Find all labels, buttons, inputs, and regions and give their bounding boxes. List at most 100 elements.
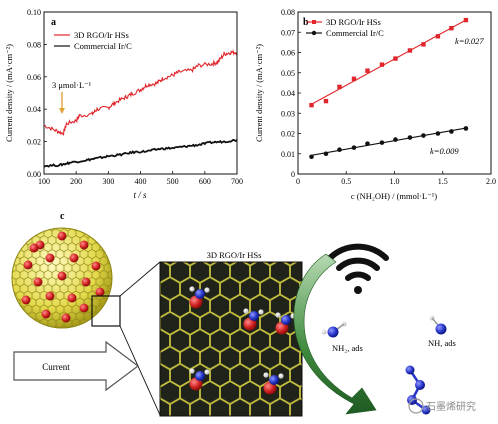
y-tick-label: 0.00 [27, 170, 41, 179]
ir-particle [33, 277, 43, 287]
y-tick-label: 0.02 [281, 130, 295, 139]
y-tick-label: 0.02 [27, 138, 41, 147]
y-tick-label: 0.06 [281, 49, 295, 58]
slope-label-rgo: k=0.027 [455, 36, 484, 46]
ir-particle [69, 253, 79, 263]
ir-particle [41, 309, 51, 319]
series-ir-c-point [435, 131, 441, 136]
x-tick-label: 1.0 [390, 177, 400, 186]
panel-b-series [309, 17, 469, 160]
zoom-line-bottom [119, 325, 161, 416]
ir-particle [57, 231, 67, 241]
x-tick-label: 100 [38, 177, 50, 186]
y-tick-label: 0.08 [27, 40, 41, 49]
y-tick-label: 0.06 [27, 73, 41, 82]
nh-molecule [429, 315, 447, 335]
series-rgo-ir-point [323, 98, 329, 104]
series-rgo-ir-point [407, 48, 413, 53]
series-rgo-ir-point [365, 68, 370, 73]
series-rgo-ir-point [435, 34, 441, 39]
adsorbed-nh-molecule [189, 286, 210, 309]
panel-a-chart: 100 200 300 400 500 600 700 0.00 0.02 0.04 0.06 0.0… [4, 8, 243, 200]
wechat-icon [408, 398, 424, 414]
panel-b-chart: 0 0.5 1.0 1.5 2.0 0 0.01 0.02 0.03 0.04 0.05 0.06 0.… [254, 8, 496, 201]
ir-particle [79, 303, 89, 313]
nh-label: NH, ads [428, 338, 456, 348]
wifi-icon [327, 243, 389, 294]
series-rgo-ir-point [449, 26, 454, 31]
ir-particle [61, 313, 71, 323]
panel-a-series [44, 49, 237, 168]
ir-particle [95, 287, 105, 297]
x-tick-label: 2.0 [486, 177, 496, 186]
series-ir-c-point [407, 135, 413, 140]
series-rgo-ir-point [309, 102, 314, 108]
series-ir-c-fit-line [311, 127, 467, 156]
x-tick-label: 500 [167, 177, 179, 186]
zoom-line-top [119, 261, 161, 297]
reaction-arrow [293, 253, 377, 415]
panel-c-schematic: c Current 3D RGO/Ir HSs [11, 211, 476, 417]
ir-particle [45, 291, 55, 301]
y-tick-label: 0.07 [281, 28, 295, 37]
ir-nanoparticles [21, 231, 105, 323]
x-tick-label: 700 [231, 177, 243, 186]
panel-a-frame [43, 11, 238, 175]
adsorbed-nh-molecule [263, 372, 284, 395]
series-rgo-ir-point [393, 56, 398, 61]
nh2-molecule [321, 321, 347, 338]
x-tick-label: 0.5 [341, 177, 351, 186]
panel-a-ticks: 100 200 300 400 500 600 700 0.00 0.02 0.04 0.06 0.0… [27, 8, 243, 186]
panel-a-xlabel: t / s [133, 190, 147, 200]
series-ir-c-point [309, 154, 314, 160]
ir-particle [91, 261, 101, 271]
y-tick-label: 0.01 [281, 150, 295, 159]
series-ir-c-point [351, 145, 357, 150]
y-tick-label: 0.05 [281, 69, 295, 78]
ir-particle [67, 293, 77, 303]
ir-particle [23, 260, 33, 270]
ir-particle [21, 295, 31, 305]
panel-c-label: c [60, 211, 65, 222]
watermark-text: 石墨烯研究 [426, 400, 476, 413]
current-label: Current [42, 362, 70, 372]
panel-b-ylabel: Current density / (mA·cm⁻²) [254, 44, 264, 142]
annotation-concentration: 3 μmol·L⁻¹ [52, 80, 92, 90]
adsorbed-molecules [189, 286, 296, 395]
legend-label-rgo: 3D RGO/Ir HSs [74, 30, 129, 40]
current-arrow: Current [13, 340, 139, 392]
watermark: 石墨烯研究 [408, 398, 476, 414]
y-tick-label: 0.08 [281, 8, 295, 17]
adsorbed-nh-molecule [189, 368, 210, 391]
series-ir-c-line [44, 138, 237, 168]
y-tick-label: 0 [291, 170, 295, 179]
x-tick-label: 400 [135, 177, 147, 186]
ir-particle [45, 253, 55, 263]
series-ir-c-point [323, 151, 329, 157]
slope-label-irc: k=0.009 [430, 146, 459, 156]
legend-label-irc: Commercial Ir/C [74, 41, 132, 51]
x-tick-label: 0 [296, 177, 300, 186]
series-ir-c-point [337, 147, 342, 152]
panel-b-legend: 3D RGO/Ir HSs Commercial Ir/C [306, 17, 384, 38]
ir-particle [29, 243, 39, 253]
x-tick-label: 1.5 [438, 177, 448, 186]
x-tick-label: 600 [199, 177, 211, 186]
panel-b-ticks: 0 0.5 1.0 1.5 2.0 0 0.01 0.02 0.03 0.04 0.05 0.06 0.… [281, 8, 496, 186]
series-rgo-ir-fit-line [311, 19, 467, 105]
legend-marker-irc-b [311, 30, 317, 36]
legend-label-rgo-b: 3D RGO/Ir HSs [326, 17, 381, 27]
series-ir-c-point [421, 133, 426, 138]
series-ir-c-point [393, 137, 398, 142]
series-rgo-ir-point [421, 42, 426, 47]
adsorbed-nh-molecule [243, 308, 264, 331]
series-rgo-ir-point [463, 17, 469, 23]
series-rgo-ir-point [351, 76, 357, 82]
series-rgo-ir-point [337, 84, 342, 90]
series-rgo-ir-point [379, 62, 385, 67]
annotation-arrowhead [59, 108, 65, 114]
legend-marker-rgo-b [312, 20, 316, 24]
ir-particle [57, 271, 67, 281]
panel-b-frame [297, 11, 492, 175]
y-tick-label: 0.04 [281, 89, 295, 98]
